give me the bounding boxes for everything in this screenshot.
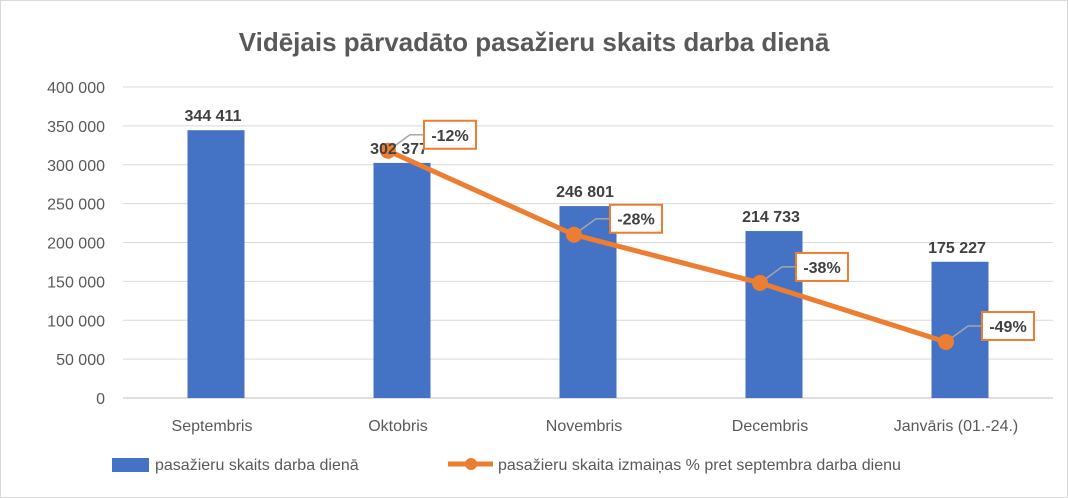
leader-line	[945, 325, 982, 343]
line-series	[380, 142, 954, 351]
legend-bar-swatch	[112, 458, 149, 472]
y-tick-label: 250 000	[47, 197, 105, 214]
pct-value-label: -49%	[989, 319, 1026, 336]
bar-series	[187, 130, 989, 398]
bar	[373, 162, 431, 398]
x-tick-label: Janvāris (01.-24.)	[894, 418, 1019, 435]
chart-title: Vidējais pārvadāto pasažieru skaits darb…	[239, 27, 830, 57]
y-tick-label: 400 000	[47, 80, 105, 97]
pct-callout-box	[795, 251, 849, 282]
y-axis-ticks: 0 50 000 100 000 150 000 200 000 250 000 300 0…	[47, 80, 105, 408]
pct-callout-box	[609, 203, 663, 234]
x-tick-label: Oktobris	[368, 418, 428, 435]
y-tick-label: 150 000	[47, 274, 105, 291]
y-tick-label: 0	[96, 391, 105, 408]
x-tick-label: Septembris	[172, 418, 253, 435]
pct-callout-box	[423, 119, 477, 150]
legend: pasažieru skaits darba dienā pasažieru s…	[112, 457, 901, 474]
leader-line	[573, 217, 610, 236]
y-tick-label: 350 000	[47, 119, 105, 136]
y-tick-label: 200 000	[47, 236, 105, 253]
leader-lines	[387, 134, 982, 343]
bar-value-label: 214 733	[742, 209, 800, 226]
x-tick-label: Novembris	[546, 418, 622, 435]
bar-value-label: 246 801	[556, 184, 614, 201]
legend-line-marker	[465, 458, 477, 470]
bar-value-label: 175 227	[928, 240, 986, 257]
line-point	[752, 274, 768, 291]
x-tick-label: Decembris	[732, 418, 808, 435]
pct-value-label: -28%	[617, 212, 654, 229]
bar-value-label: 302 377	[370, 141, 428, 158]
pct-value-label: -12%	[431, 128, 468, 145]
bar-value-label: 344 411	[185, 108, 242, 125]
line-point	[380, 142, 396, 159]
pct-callout-box	[981, 311, 1035, 342]
y-tick-label: 50 000	[56, 352, 105, 369]
bar	[187, 130, 245, 398]
bar	[931, 261, 989, 398]
line-point	[938, 334, 954, 351]
pct-value-label: -38%	[803, 260, 840, 277]
bar	[745, 231, 803, 398]
line-point	[566, 226, 582, 243]
legend-bar-label: pasažieru skaits darba dienā	[155, 457, 359, 474]
leader-line	[759, 266, 796, 284]
leader-line	[387, 134, 424, 152]
y-tick-label: 300 000	[47, 158, 105, 175]
legend-line-label: pasažieru skaita izmaiņas % pret septemb…	[498, 457, 901, 474]
data-labels: 344 411 302 377 246 801 214 733 175 227 -12% -…	[185, 108, 1035, 342]
x-axis-ticks: Septembris Oktobris Novembris Decembris Janv…	[172, 418, 1019, 435]
line-series-path	[385, 148, 949, 345]
y-tick-label: 100 000	[47, 313, 105, 330]
